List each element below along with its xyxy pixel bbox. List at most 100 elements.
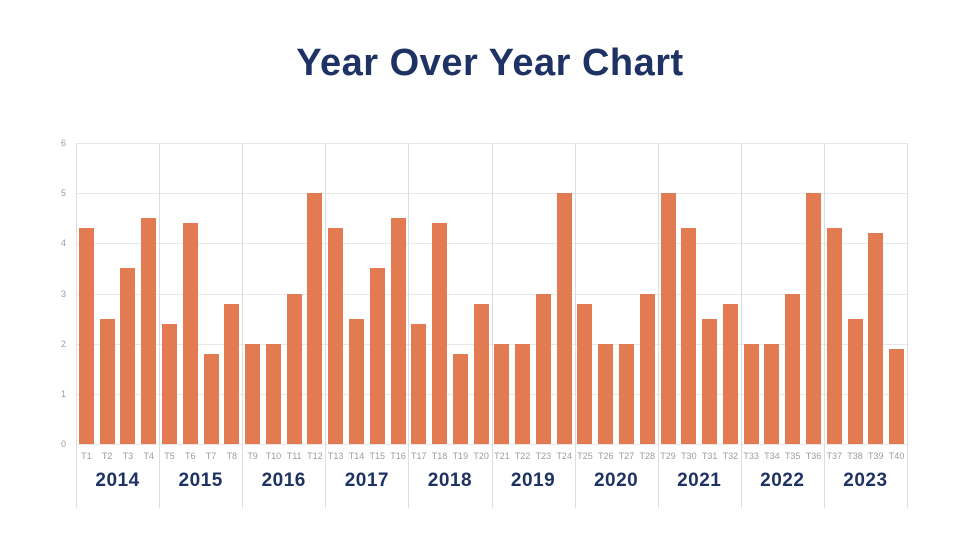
x-axis-tick-label: T2 bbox=[101, 451, 113, 461]
bar-T20 bbox=[473, 303, 489, 444]
x-axis-tick-label: T11 bbox=[286, 451, 302, 461]
bar-T3 bbox=[120, 268, 136, 444]
bar-T6 bbox=[182, 223, 198, 444]
bar-slot bbox=[429, 143, 450, 444]
tick-labels-row: T13 T14 T15 T16 bbox=[325, 444, 408, 463]
bar-slot bbox=[595, 143, 616, 444]
bar-slot bbox=[782, 143, 803, 444]
year-group-separator bbox=[740, 143, 742, 508]
x-axis-tick-label: T4 bbox=[143, 451, 154, 461]
bar-slot bbox=[408, 143, 429, 444]
x-axis-tick-label: T16 bbox=[390, 451, 406, 461]
bar-T13 bbox=[328, 228, 344, 444]
x-axis-tick-label: T23 bbox=[535, 451, 552, 461]
chart-title: Year Over Year Chart bbox=[296, 42, 684, 84]
year-group-separator bbox=[159, 143, 161, 508]
bar-T21 bbox=[494, 343, 510, 444]
bars-row bbox=[491, 143, 574, 444]
bar-slot bbox=[305, 143, 326, 444]
x-axis-tick-label: T38 bbox=[847, 451, 863, 461]
y-axis-tick-label: 1 bbox=[60, 388, 66, 399]
year-group-separator bbox=[76, 143, 77, 508]
x-axis-tick-label: T22 bbox=[514, 451, 531, 461]
tick-labels-row: T1 T2 T3 T4 bbox=[76, 444, 159, 463]
x-axis-tick-label: T14 bbox=[348, 451, 365, 461]
bar-slot bbox=[575, 143, 596, 444]
x-axis-tick-label: T40 bbox=[888, 451, 905, 461]
year-group-separator bbox=[574, 143, 576, 508]
bars-row bbox=[325, 143, 408, 444]
x-axis-tick-label: T37 bbox=[826, 451, 842, 461]
bar-T7 bbox=[203, 353, 219, 444]
x-axis-tick-label: T7 bbox=[205, 451, 217, 461]
x-axis-tick-label: T15 bbox=[369, 451, 385, 461]
year-group-2023: T37 T38 T39 T40 2023 bbox=[824, 143, 907, 492]
year-group-separator bbox=[242, 143, 244, 508]
bar-slot bbox=[284, 143, 305, 444]
x-axis-tick-label: T36 bbox=[805, 451, 822, 461]
tick-labels-row: T21 T22 T23 T24 bbox=[491, 444, 574, 463]
bar-T29 bbox=[660, 193, 676, 444]
x-axis-tick-label: T19 bbox=[452, 451, 469, 461]
y-axis-tick-label: 5 bbox=[60, 188, 66, 199]
tick-labels-row: T37 T38 T39 T40 bbox=[824, 444, 907, 463]
bar-slot bbox=[554, 143, 575, 444]
x-axis-tick-label: T12 bbox=[307, 451, 323, 461]
bar-slot bbox=[367, 143, 388, 444]
bar-T10 bbox=[265, 343, 281, 444]
y-axis-tick-label: 0 bbox=[60, 439, 66, 449]
tick-labels-row: T5 T6 T7 T8 bbox=[159, 444, 242, 463]
y-axis-tick-label: 6 bbox=[60, 138, 66, 148]
bar-slot bbox=[388, 143, 409, 444]
y-axis-tick-label: 4 bbox=[60, 238, 66, 249]
year-group-2020: T25 T26 T27 T28 2020 bbox=[575, 143, 658, 492]
x-axis-tick-label: T9 bbox=[247, 451, 258, 461]
year-group-2022: T33 T34 T35 T36 2022 bbox=[741, 143, 824, 492]
bar-T23 bbox=[535, 293, 551, 444]
tick-labels-row: T25 T26 T27 T28 bbox=[575, 444, 658, 463]
year-label: 2014 bbox=[95, 470, 140, 491]
bar-T2 bbox=[99, 318, 115, 444]
bar-slot bbox=[678, 143, 699, 444]
year-group-separator bbox=[907, 143, 908, 508]
bar-T36 bbox=[805, 193, 821, 444]
bar-slot bbox=[97, 143, 118, 444]
y-axis-tick-label: 2 bbox=[60, 338, 66, 349]
bar-T30 bbox=[681, 228, 697, 444]
bars-row bbox=[658, 143, 741, 444]
bar-T35 bbox=[785, 293, 801, 444]
year-group-separator bbox=[408, 143, 410, 508]
x-axis-tick-label: T17 bbox=[411, 451, 427, 461]
bar-slot bbox=[886, 143, 907, 444]
bar-T33 bbox=[743, 343, 759, 444]
bar-slot bbox=[263, 143, 284, 444]
bar-slot bbox=[201, 143, 222, 444]
x-axis-tick-label: T35 bbox=[784, 451, 801, 461]
year-label: 2019 bbox=[510, 470, 556, 491]
bar-slot bbox=[741, 143, 762, 444]
bar-slot bbox=[325, 143, 346, 444]
x-axis-tick-label: T21 bbox=[494, 451, 510, 461]
bar-slot bbox=[762, 143, 783, 444]
x-axis-tick-label: T5 bbox=[164, 451, 175, 461]
bar-slot bbox=[720, 143, 741, 444]
x-axis-tick-label: T18 bbox=[431, 451, 448, 461]
bar-slot bbox=[824, 143, 845, 444]
bar-T17 bbox=[411, 323, 427, 444]
bar-T19 bbox=[452, 353, 468, 444]
bar-T11 bbox=[286, 293, 302, 444]
bars-row bbox=[408, 143, 491, 444]
bar-slot bbox=[491, 143, 512, 444]
x-axis-tick-label: T33 bbox=[743, 451, 759, 461]
bar-slot bbox=[845, 143, 866, 444]
bar-slot bbox=[138, 143, 159, 444]
year-group-separator bbox=[823, 143, 825, 508]
x-axis-tick-label: T28 bbox=[639, 451, 656, 461]
bar-slot bbox=[76, 143, 97, 444]
bars-row bbox=[575, 143, 658, 444]
tick-labels-row: T33 T34 T35 T36 bbox=[741, 444, 824, 463]
bar-slot bbox=[450, 143, 471, 444]
x-axis-tick-label: T25 bbox=[577, 451, 593, 461]
bar-slot bbox=[471, 143, 492, 444]
bar-slot bbox=[159, 143, 180, 444]
